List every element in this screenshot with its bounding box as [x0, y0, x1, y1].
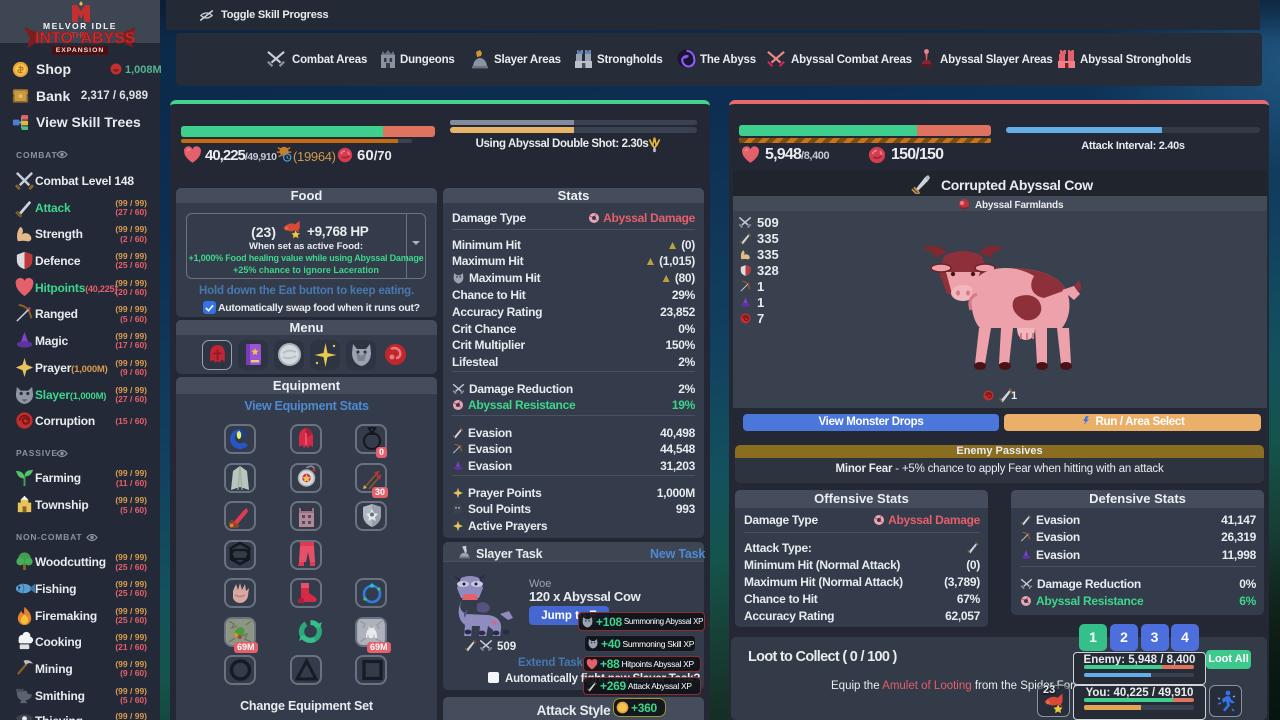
svg-text:THE: THE — [71, 31, 88, 40]
svg-text:INTO: INTO — [35, 30, 73, 47]
svg-text:ABYSS: ABYSS — [80, 30, 135, 47]
